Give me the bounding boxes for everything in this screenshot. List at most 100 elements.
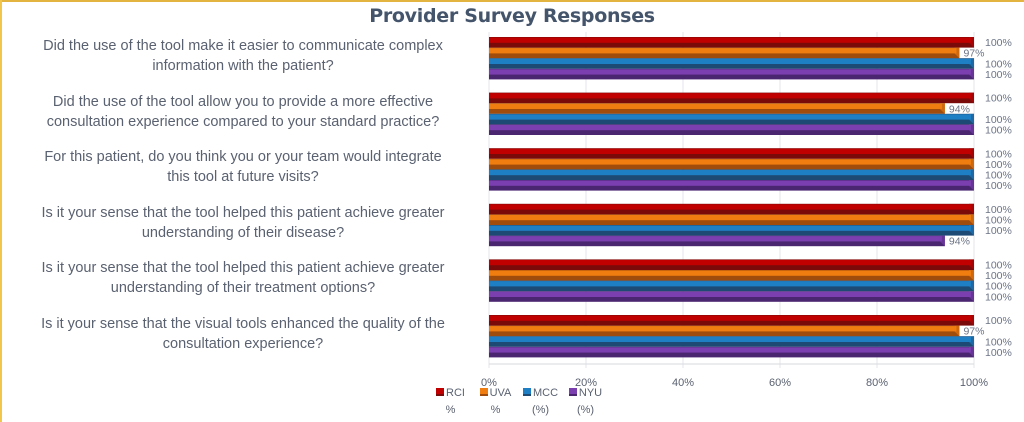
x-tick-label: 60% — [769, 377, 791, 389]
legend-label-unit: (%) — [531, 404, 550, 416]
data-label: 94% — [949, 103, 970, 115]
bar-bevel — [939, 103, 945, 114]
data-label: 97% — [963, 48, 984, 60]
bar-bevel — [954, 325, 960, 337]
bar-bevel — [969, 148, 974, 159]
data-label: 100% — [985, 114, 1012, 126]
bar-highlight — [489, 48, 957, 54]
legend-label-unit: % — [445, 404, 456, 416]
bar-bevel — [969, 346, 974, 358]
legend-item-line: MCC — [518, 386, 563, 400]
bar-bevel — [969, 113, 974, 125]
legend-item-line: UVA — [473, 386, 518, 400]
bar-bevel — [939, 235, 945, 247]
frame-top-border — [0, 0, 1024, 2]
x-tick-label: 20% — [575, 377, 597, 389]
bar-bevel — [954, 47, 960, 59]
category-label-line: understanding of their disease? — [141, 224, 345, 241]
legend-label-unit: % — [490, 404, 501, 416]
category-label-line: consultation experience compared to your… — [46, 113, 440, 130]
legend-item: NYU (%) — [563, 386, 608, 417]
category-label-line: Is it your sense that the visual tools e… — [41, 316, 445, 332]
bar-bevel — [969, 68, 974, 80]
bar-bevel — [969, 37, 974, 48]
category-label-line: consultation experience? — [162, 336, 324, 352]
data-label-bg — [946, 104, 973, 114]
bar-highlight — [489, 204, 971, 210]
bar-highlight — [489, 259, 971, 266]
bar-highlight — [489, 214, 971, 221]
bar-bevel — [969, 180, 974, 191]
data-label: 100% — [985, 180, 1012, 192]
data-label: 100% — [985, 148, 1012, 160]
data-label: 97% — [963, 326, 984, 338]
data-label: 100% — [985, 170, 1012, 182]
bar-bevel — [969, 336, 974, 347]
data-label: 100% — [985, 37, 1012, 49]
legend-swatch — [479, 388, 488, 396]
bar-highlight — [489, 291, 971, 297]
legend-label: NYU — [578, 387, 603, 399]
legend-swatch — [522, 388, 531, 396]
category-label: For this patient, do you think you or yo… — [10, 147, 476, 187]
bar-bevel — [969, 203, 974, 215]
x-tick-label: 40% — [672, 377, 694, 389]
x-tick-label: 0% — [481, 377, 497, 389]
bar-bevel — [969, 291, 974, 302]
legend-item-line: RCI — [428, 386, 473, 400]
data-label: 100% — [985, 336, 1012, 348]
legend-label: RCI — [446, 387, 465, 399]
bar-highlight — [489, 159, 971, 165]
data-label: 100% — [985, 58, 1012, 70]
bar-highlight — [489, 169, 971, 176]
data-label-bg — [961, 326, 988, 337]
bar-bevel — [969, 315, 974, 326]
bar-highlight — [489, 103, 942, 109]
bar-highlight — [489, 114, 971, 120]
category-label-line: Is it your sense that the tool helped th… — [41, 204, 445, 221]
bar-highlight — [489, 124, 971, 131]
bar-highlight — [489, 347, 971, 353]
legend-label: UVA — [489, 387, 512, 399]
data-label: 100% — [985, 315, 1012, 327]
data-label: 100% — [985, 69, 1012, 81]
bar-bevel — [969, 169, 974, 180]
bar-bevel — [969, 124, 974, 135]
bar-highlight — [489, 69, 971, 75]
chart-title: Provider Survey Responses — [369, 5, 655, 27]
category-label-line: Did the use of the tool make it easier t… — [43, 38, 443, 54]
bar-bevel — [969, 58, 974, 69]
category-label-line: Is it your sense that the tool helped th… — [41, 260, 445, 277]
data-label: 100% — [985, 204, 1012, 216]
legend-label: MCC — [532, 387, 559, 399]
legend-item: RCI% — [428, 386, 473, 417]
data-label: 100% — [985, 215, 1012, 227]
category-label: Is it your sense that the tool helped th… — [10, 203, 476, 243]
bar-highlight — [489, 37, 971, 43]
bar-bevel — [969, 158, 974, 170]
bar-highlight — [489, 93, 971, 99]
bar-bevel — [969, 280, 974, 292]
data-label: 100% — [985, 159, 1012, 171]
legend-item: UVA% — [473, 386, 518, 417]
bar-highlight — [489, 225, 971, 231]
data-label: 100% — [985, 281, 1012, 293]
legend: RCI% UVA% MCC (%) NYU (%) — [428, 386, 608, 417]
bar-bevel — [969, 92, 974, 104]
data-label-bg — [946, 236, 973, 247]
bar-highlight — [489, 236, 942, 242]
category-label: Did the use of the tool allow you to pro… — [10, 92, 476, 132]
category-label: Is it your sense that the visual tools e… — [10, 314, 476, 354]
bar-bevel — [969, 259, 974, 270]
legend-label-unit: (%) — [576, 404, 595, 416]
bar-bevel — [969, 225, 974, 236]
bar-highlight — [489, 281, 971, 287]
bar-bevel — [969, 270, 974, 281]
x-tick-label: 100% — [960, 377, 988, 389]
bar-highlight — [489, 270, 971, 276]
data-label-bg — [961, 48, 988, 59]
legend-swatch — [568, 388, 577, 396]
bar-bevel — [969, 214, 974, 225]
data-label: 100% — [985, 291, 1012, 303]
